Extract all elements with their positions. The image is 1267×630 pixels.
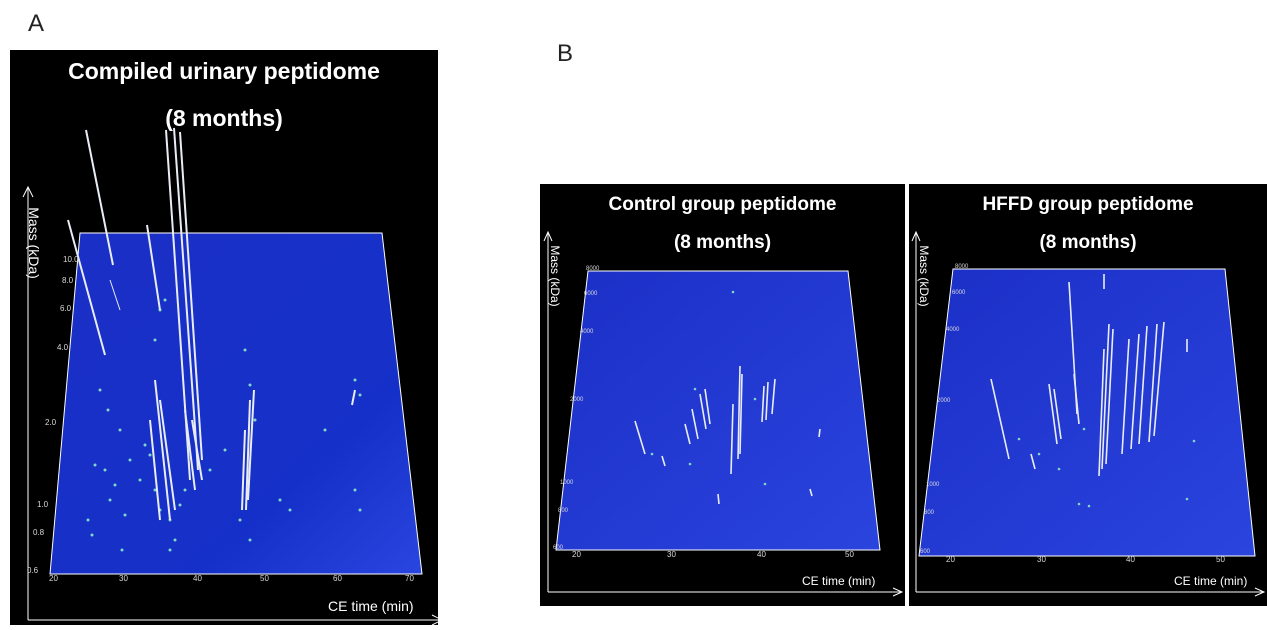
panel-b-control-peaks bbox=[634, 365, 821, 505]
panel-b-hffd-x-tick: 40 bbox=[1126, 555, 1135, 564]
panel-b-control-plot: Control group peptidome (8 months) Mass … bbox=[540, 184, 905, 606]
panel-a-y-tick: 0.6 bbox=[27, 566, 39, 575]
panel-b-hffd-y-tick: 6000 bbox=[952, 290, 966, 296]
panel-b-hffd-x-tick: 30 bbox=[1037, 555, 1046, 564]
panel-b-hffd-x-tick: 20 bbox=[946, 555, 955, 564]
panel-b-hffd-x-axis-label: CE time (min) bbox=[1174, 574, 1248, 588]
panel-b-hffd-x-tick: 50 bbox=[1216, 555, 1225, 564]
panel-b-hffd-y-tick: 2000 bbox=[937, 398, 951, 404]
panel-a-x-tick: 50 bbox=[260, 574, 269, 583]
panel-label-b: B bbox=[557, 40, 574, 67]
panel-b-control-dots bbox=[650, 290, 767, 486]
panel-b-hffd-peaks bbox=[990, 274, 1188, 477]
panel-b-control-y-tick: 6000 bbox=[584, 291, 598, 297]
panel-b-hffd-y-axis-label: Mass (kDa) bbox=[917, 245, 931, 307]
panel-b-control-title-line1: Control group peptidome bbox=[608, 194, 837, 215]
panel-b-hffd-dots bbox=[1017, 427, 1196, 508]
panel-b-hffd-y-tick: 800 bbox=[924, 510, 935, 516]
panel-a-y-tick: 10.0 bbox=[63, 255, 79, 264]
panel-b-hffd-y-tick: 1000 bbox=[926, 482, 940, 488]
panel-a-x-axis-label: CE time (min) bbox=[328, 598, 414, 614]
panel-b-hffd-title-line1: HFFD group peptidome bbox=[982, 194, 1194, 215]
panel-b-control-y-arrow bbox=[543, 230, 553, 242]
panel-b-control-y-tick: 2000 bbox=[570, 397, 584, 403]
panel-b-control-y-axis-label: Mass (kDa) bbox=[548, 245, 562, 307]
panel-b-hffd-plot: HFFD group peptidome (8 months) Mass (kD… bbox=[909, 184, 1267, 606]
panel-b-hffd-plane bbox=[918, 268, 1256, 557]
panel-a-y-tick: 4.0 bbox=[57, 343, 69, 352]
panel-b-control-x-arrow bbox=[892, 587, 904, 597]
panel-b-control-x-tick: 50 bbox=[845, 550, 854, 559]
panel-a-y-tick: 0.8 bbox=[33, 528, 45, 537]
panel-a-y-tick: 6.0 bbox=[60, 304, 72, 313]
panel-a-title-line2: (8 months) bbox=[165, 105, 283, 131]
panel-a-x-tick: 60 bbox=[333, 574, 342, 583]
panel-a-x-tick: 70 bbox=[405, 574, 414, 583]
panel-b-control-x-tick: 20 bbox=[572, 550, 581, 559]
panel-a-y-axis-label: Mass (kDa) bbox=[26, 207, 42, 279]
panel-b-control-x-tick: 30 bbox=[667, 550, 676, 559]
panel-a-x-tick: 20 bbox=[49, 574, 58, 583]
panel-b-control-x-tick: 40 bbox=[757, 550, 766, 559]
panel-b-control-x-axis-label: CE time (min) bbox=[802, 574, 876, 588]
panel-a-svg bbox=[22, 127, 438, 625]
panel-label-a: A bbox=[28, 10, 45, 37]
panel-a-y-arrow bbox=[22, 185, 34, 198]
panel-a-plane bbox=[49, 232, 423, 575]
panel-a-x-arrow bbox=[431, 614, 438, 625]
panel-a-peaks bbox=[67, 127, 356, 521]
panel-b-control-y-tick: 1000 bbox=[560, 480, 574, 486]
panel-b-control-y-tick: 8000 bbox=[586, 266, 600, 272]
panel-b-control-plane bbox=[555, 270, 881, 551]
panel-a-y-tick: 2.0 bbox=[45, 418, 57, 427]
panel-a-x-tick: 30 bbox=[119, 574, 128, 583]
panel-b-control-y-tick: 800 bbox=[558, 508, 569, 514]
panel-a-y-tick: 8.0 bbox=[62, 276, 74, 285]
panel-a-plot: Compiled urinary peptidome (8 months) Ma… bbox=[10, 50, 438, 625]
panel-b-hffd-y-tick: 4000 bbox=[946, 327, 960, 333]
panel-b-hffd-svg bbox=[911, 230, 1266, 597]
panel-b-hffd-title-line2: (8 months) bbox=[1039, 232, 1137, 253]
panel-a-title-line1: Compiled urinary peptidome bbox=[68, 58, 380, 84]
panel-b-control-y-tick: 4000 bbox=[580, 329, 594, 335]
panel-b-control-title-line2: (8 months) bbox=[673, 232, 772, 253]
panel-b-control-svg bbox=[543, 230, 904, 597]
panel-a-y-tick: 1.0 bbox=[37, 500, 49, 509]
panel-b-hffd-y-tick: 600 bbox=[920, 549, 931, 555]
panel-a-dots bbox=[86, 298, 362, 552]
panel-b-hffd-x-arrow bbox=[1254, 587, 1266, 597]
panel-a-x-tick: 40 bbox=[193, 574, 202, 583]
panel-b-control-y-tick: 600 bbox=[553, 545, 564, 551]
panel-b-hffd-y-arrow bbox=[911, 230, 921, 242]
panel-b-hffd-y-tick: 8000 bbox=[955, 264, 969, 270]
